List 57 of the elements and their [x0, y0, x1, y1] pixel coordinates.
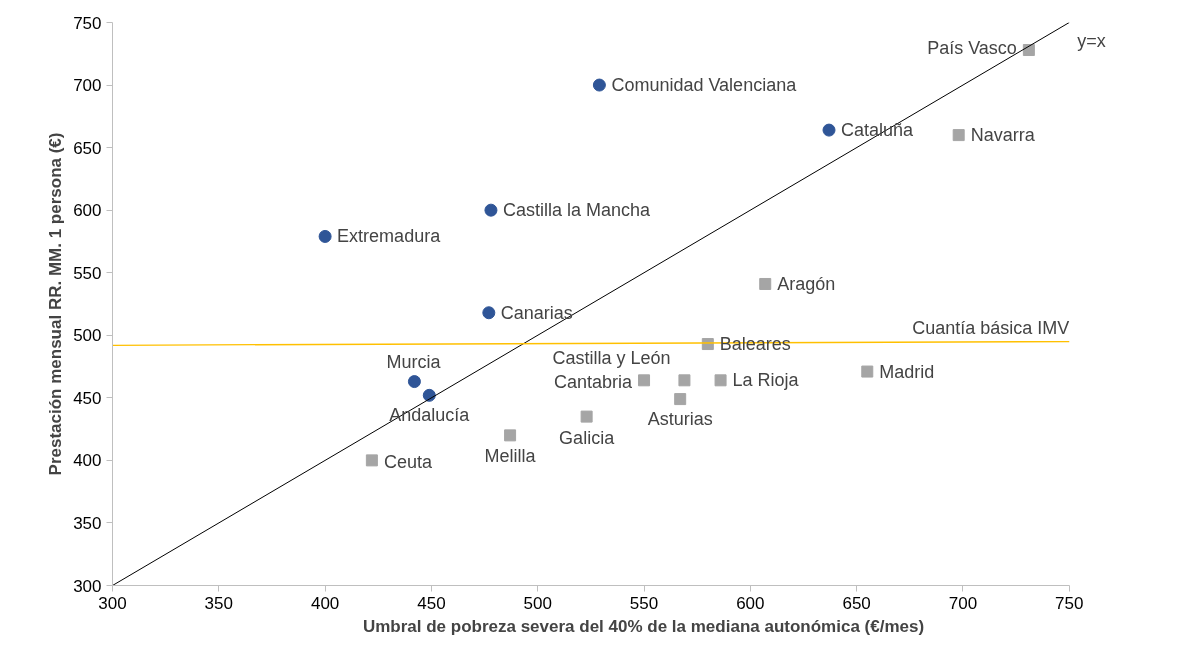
annotation: La Rioja	[732, 370, 800, 391]
annotation: Ceuta	[383, 452, 433, 473]
x-tick-label: 600	[736, 593, 765, 613]
annotation: Castilla y León	[552, 348, 671, 369]
point	[407, 375, 421, 389]
annotation: Melilla	[484, 446, 537, 467]
y-tick-label: 650	[73, 138, 102, 158]
y-tick-label: 600	[73, 201, 102, 221]
annotation: Comunidad Valenciana	[611, 75, 798, 96]
point	[759, 277, 772, 290]
point	[365, 454, 378, 467]
y-tick-label: 450	[73, 388, 102, 408]
annotation: Murcia	[386, 351, 442, 372]
y-tick-label: 500	[73, 326, 102, 346]
annotation: País Vasco	[927, 38, 1017, 59]
point	[861, 365, 874, 378]
point	[504, 429, 517, 442]
series-label: y=x	[1077, 30, 1106, 51]
annotation: Canarias	[500, 302, 573, 323]
point	[822, 123, 836, 137]
x-tick-label: 750	[1055, 593, 1084, 613]
y-tick-label: 350	[73, 513, 102, 533]
x-tick-label: 350	[204, 593, 233, 613]
y-tick-label: 750	[73, 13, 102, 33]
annotation: Navarra	[970, 125, 1036, 146]
annotation: Madrid	[879, 361, 935, 382]
x-tick-label: 450	[417, 593, 446, 613]
point	[674, 393, 687, 406]
point	[638, 374, 651, 387]
x-tick-label: 700	[948, 593, 978, 613]
annotation: Castilla la Mancha	[502, 200, 652, 221]
point	[678, 374, 691, 387]
point	[580, 410, 593, 423]
annotation: Extremadura	[337, 226, 442, 247]
point	[714, 374, 727, 387]
x-tick-label: 550	[629, 593, 659, 613]
series-label: Cuantía básica IMV	[912, 317, 1070, 338]
point	[318, 229, 332, 243]
annotation: Galicia	[559, 427, 616, 448]
y-tick-label: 700	[73, 76, 102, 96]
point	[592, 78, 606, 92]
annotation: Asturias	[647, 409, 713, 430]
point	[1022, 44, 1035, 57]
x-tick-label: 650	[842, 593, 871, 613]
point	[952, 129, 965, 142]
x-tick-label: 300	[98, 593, 127, 613]
point	[482, 306, 496, 320]
y-tick-label: 550	[73, 263, 102, 283]
y-axis-title: Prestación mensual RR. MM. 1 persona (€)	[46, 132, 66, 476]
x-axis-title: Umbral de pobreza severa del 40% de la mediana autonómica (€/mes)	[362, 616, 925, 636]
x-tick-label: 400	[310, 593, 340, 613]
x-tick-label: 500	[523, 593, 552, 613]
y-tick-label: 300	[73, 576, 102, 596]
point	[484, 203, 498, 217]
y-tick-label: 400	[73, 451, 102, 471]
annotation: Aragón	[777, 273, 836, 294]
annotation: Cantabria	[553, 372, 634, 393]
